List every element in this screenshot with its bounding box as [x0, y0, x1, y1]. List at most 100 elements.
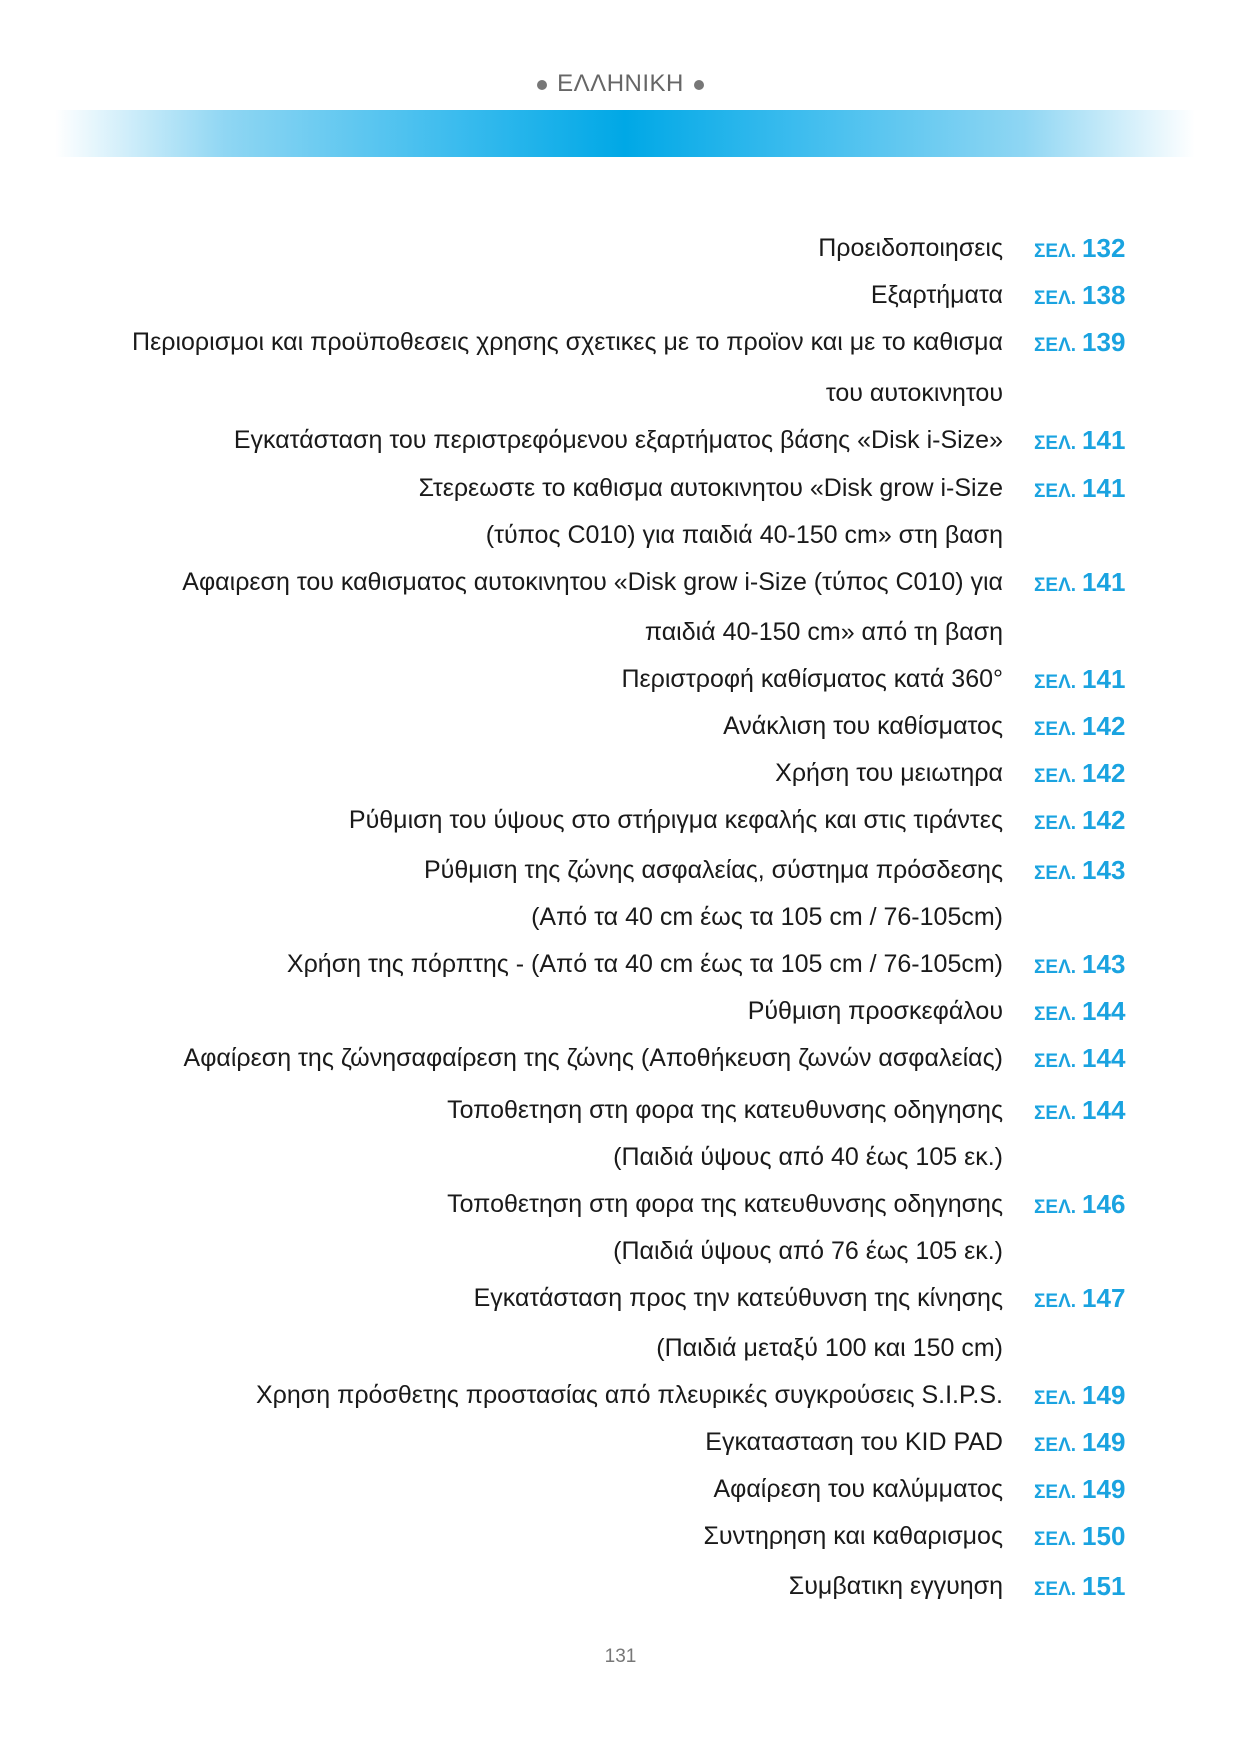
toc-entry[interactable]: Συντηρηση και καθαρισμος ΣΕΛ. 150 — [0, 1519, 1241, 1553]
language-header: ΕΛΛΗΝΙΚΗ — [0, 70, 1241, 98]
page-label: ΣΕΛ. — [1034, 1004, 1077, 1025]
toc-entry-title: Εγκατάσταση του περιστρεφόμενου εξαρτήμα… — [233, 426, 1003, 454]
page-number-ref: 141 — [1082, 473, 1126, 503]
toc-entry-title: Αφαίρεση της ζώνησαφαίρεση της ζώνης (Απ… — [183, 1044, 1003, 1072]
toc-entry[interactable]: Αφαίρεση της ζώνησαφαίρεση της ζώνης (Απ… — [0, 1041, 1241, 1075]
page-number-ref: 143 — [1082, 949, 1126, 979]
page-label: ΣΕΛ. — [1034, 1197, 1077, 1218]
header-title: ΕΛΛΗΝΙΚΗ — [557, 70, 684, 97]
page-label: ΣΕΛ. — [1034, 1051, 1077, 1072]
toc-entry[interactable]: Εγκατάσταση προς την κατεύθυνση της κίνη… — [0, 1281, 1241, 1315]
toc-entry-title: Εγκατασταση του KID PAD — [705, 1428, 1003, 1456]
page-label: ΣΕΛ. — [1034, 813, 1077, 834]
toc-page-ref: ΣΕΛ. 141 — [1034, 565, 1125, 604]
toc-entry[interactable]: Ρύθμιση της ζώνης ασφαλείας, σύστημα πρό… — [0, 853, 1241, 887]
page-label: ΣΕΛ. — [1034, 241, 1077, 262]
toc-page-ref: ΣΕΛ. 142 — [1034, 709, 1125, 748]
toc-page-ref: ΣΕΛ. 138 — [1034, 278, 1125, 317]
toc-entry-title: (Παιδιά μεταξύ 100 και 150 cm) — [656, 1334, 1003, 1362]
toc-entry[interactable]: Συμβατικη εγγυηση ΣΕΛ. 151 — [0, 1569, 1241, 1603]
page-number-ref: 147 — [1082, 1283, 1126, 1313]
toc-entry[interactable]: Ρύθμιση του ύψους στο στήριγμα κεφαλής κ… — [0, 803, 1241, 837]
toc-page-ref: ΣΕΛ. 146 — [1034, 1187, 1125, 1226]
page-label: ΣΕΛ. — [1034, 335, 1077, 356]
toc-entry[interactable]: Τοποθετηση στη φορα της κατευθυνσης οδηγ… — [0, 1187, 1241, 1221]
toc-entry[interactable]: Αφαίρεση του καλύμματος ΣΕΛ. 149 — [0, 1472, 1241, 1506]
page-number-ref: 139 — [1082, 327, 1126, 357]
toc-page-ref: ΣΕΛ. 144 — [1034, 994, 1125, 1033]
toc-entry-continuation[interactable]: (Παιδιά μεταξύ 100 και 150 cm) — [0, 1331, 1241, 1365]
page-label: ΣΕΛ. — [1034, 288, 1077, 309]
toc-entry-title: Περιορισμοι και προϋποθεσεις χρησης σχετ… — [132, 328, 1003, 356]
page-label: ΣΕΛ. — [1034, 766, 1077, 787]
toc-page-ref: ΣΕΛ. 144 — [1034, 1093, 1125, 1132]
toc-entry-title: (Παιδιά ύψους από 76 έως 105 εκ.) — [613, 1237, 1003, 1265]
toc-entry[interactable]: Προειδοποιησεις ΣΕΛ. 132 — [0, 231, 1241, 265]
toc-entry[interactable]: Αφαιρεση του καθισματος αυτοκινητου «Dis… — [0, 565, 1241, 599]
toc-entry-continuation[interactable]: (Παιδιά ύψους από 40 έως 105 εκ.) — [0, 1140, 1241, 1174]
page-number-ref: 143 — [1082, 855, 1126, 885]
toc-page-ref: ΣΕΛ. 143 — [1034, 853, 1125, 892]
toc-entry-title: Προειδοποιησεις — [818, 234, 1003, 262]
toc-entry-title: Περιστροφή καθίσματος κατά 360° — [621, 665, 1003, 693]
page-label: ΣΕΛ. — [1034, 1291, 1077, 1312]
toc-page-ref: ΣΕΛ. 142 — [1034, 756, 1125, 795]
page-number-ref: 144 — [1082, 1043, 1126, 1073]
toc-page-ref: ΣΕΛ. 143 — [1034, 947, 1125, 986]
page-label: ΣΕΛ. — [1034, 863, 1077, 884]
toc-entry-title: Ρύθμιση προσκεφάλου — [747, 997, 1003, 1025]
toc-entry-continuation[interactable]: παιδιά 40-150 cm» από τη βαση — [0, 615, 1241, 649]
toc-entry[interactable]: Εγκατάσταση του περιστρεφόμενου εξαρτήμα… — [0, 423, 1241, 457]
page-number-ref: 144 — [1082, 996, 1126, 1026]
toc-entry[interactable]: Ανάκλιση του καθίσματος ΣΕΛ. 142 — [0, 709, 1241, 743]
toc-entry[interactable]: Εξαρτήματα ΣΕΛ. 138 — [0, 278, 1241, 312]
page-number-ref: 141 — [1082, 664, 1126, 694]
toc-page-ref: ΣΕΛ. 141 — [1034, 471, 1125, 510]
toc-entry-continuation[interactable]: (Από τα 40 cm έως τα 105 cm / 76-105cm) — [0, 900, 1241, 934]
toc-entry-continuation[interactable]: (τύπος C010) για παιδιά 40-150 cm» στη β… — [0, 518, 1241, 552]
toc-entry-continuation[interactable]: του αυτοκινητου — [0, 376, 1241, 410]
page-label: ΣΕΛ. — [1034, 1103, 1077, 1124]
toc-entry[interactable]: Ρύθμιση προσκεφάλου ΣΕΛ. 144 — [0, 994, 1241, 1028]
page-number-ref: 142 — [1082, 758, 1126, 788]
bullet-icon — [537, 79, 548, 90]
toc-entry[interactable]: Στερεωστε το καθισμα αυτοκινητου «Disk g… — [0, 471, 1241, 505]
page-label: ΣΕΛ. — [1034, 575, 1077, 596]
toc-entry-title: Στερεωστε το καθισμα αυτοκινητου «Disk g… — [418, 474, 1003, 502]
page-label: ΣΕΛ. — [1034, 1579, 1077, 1600]
toc-page-ref: ΣΕΛ. 149 — [1034, 1425, 1125, 1464]
toc-entry[interactable]: Χρήση της πόρπτης - (Από τα 40 cm έως τα… — [0, 947, 1241, 981]
toc-page-ref: ΣΕΛ. 144 — [1034, 1041, 1125, 1080]
page-label: ΣΕΛ. — [1034, 957, 1077, 978]
page-number: 131 — [604, 1646, 637, 1667]
page-label: ΣΕΛ. — [1034, 433, 1077, 454]
page-label: ΣΕΛ. — [1034, 1388, 1077, 1409]
page-number-ref: 149 — [1082, 1427, 1126, 1457]
toc-entry[interactable]: Τοποθετηση στη φορα της κατευθυνσης οδηγ… — [0, 1093, 1241, 1127]
toc-entry-title: του αυτοκινητου — [825, 379, 1003, 407]
page-label: ΣΕΛ. — [1034, 719, 1077, 740]
page-label: ΣΕΛ. — [1034, 1482, 1077, 1503]
page-label: ΣΕΛ. — [1034, 672, 1077, 693]
page-number-ref: 132 — [1082, 233, 1126, 263]
toc-entry[interactable]: Χρήση του μειωτηρα ΣΕΛ. 142 — [0, 756, 1241, 790]
toc-page-ref: ΣΕΛ. 142 — [1034, 803, 1125, 842]
toc-page-ref: ΣΕΛ. 132 — [1034, 231, 1125, 270]
page-number-ref: 141 — [1082, 425, 1126, 455]
toc-page-ref: ΣΕΛ. 139 — [1034, 325, 1125, 364]
page-number-ref: 150 — [1082, 1521, 1126, 1551]
toc-entry[interactable]: Χρηση πρόσθετης προστασίας από πλευρικές… — [0, 1378, 1241, 1412]
page-number-ref: 151 — [1082, 1571, 1126, 1601]
toc-entry[interactable]: Εγκατασταση του KID PAD ΣΕΛ. 149 — [0, 1425, 1241, 1459]
page-number-ref: 141 — [1082, 567, 1126, 597]
toc-entry-continuation[interactable]: (Παιδιά ύψους από 76 έως 105 εκ.) — [0, 1234, 1241, 1268]
toc-entry-title: Αφαίρεση του καλύμματος — [713, 1475, 1003, 1503]
page-label: ΣΕΛ. — [1034, 1435, 1077, 1456]
toc-entry[interactable]: Περιστροφή καθίσματος κατά 360° ΣΕΛ. 141 — [0, 662, 1241, 696]
toc-entry-title: Συντηρηση και καθαρισμος — [703, 1522, 1003, 1550]
toc-page-ref: ΣΕΛ. 149 — [1034, 1472, 1125, 1511]
toc-page-ref: ΣΕΛ. 147 — [1034, 1281, 1125, 1320]
toc-entry-title: Ρύθμιση της ζώνης ασφαλείας, σύστημα πρό… — [423, 856, 1003, 884]
toc-entry[interactable]: Περιορισμοι και προϋποθεσεις χρησης σχετ… — [0, 325, 1241, 359]
toc-entry-title: Ανάκλιση του καθίσματος — [723, 712, 1003, 740]
